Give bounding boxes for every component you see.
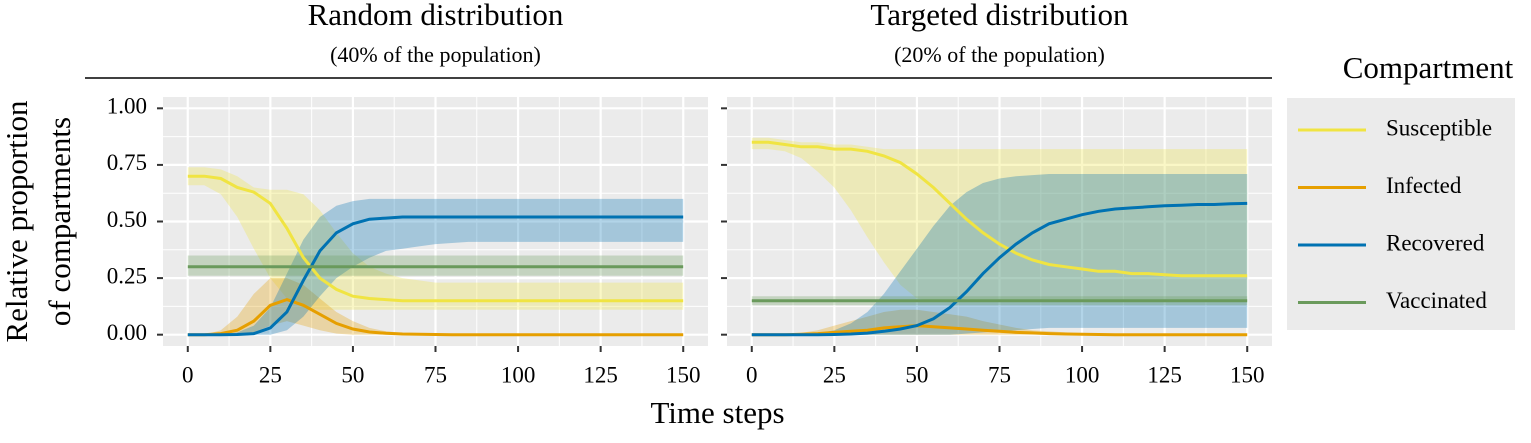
series-line [751,324,1248,337]
ribbon [751,174,1248,335]
x-tick-label: 0 [182,362,194,387]
facet-subtitle: (20% of the population) [894,42,1105,67]
y-axis-label: Relative proportion [0,100,34,342]
ribbon [751,137,1248,301]
legend-label: Recovered [1386,230,1485,255]
x-tick-label: 25 [259,362,282,387]
x-tick-label: 100 [1065,362,1100,387]
legend-box [1287,98,1515,330]
y-tick-label: 0.50 [107,207,147,232]
facet-title: Targeted distribution [870,0,1129,32]
x-tick-label: 25 [823,362,846,387]
y-axis-label: of compartments [42,117,77,326]
series-line [187,298,684,337]
ribbon [187,167,684,310]
x-tick-label: 150 [666,362,701,387]
series-line [751,201,1248,337]
x-tick-label: 50 [341,362,364,387]
x-axis-label: Time steps [650,395,784,430]
y-tick-label: 0.25 [107,263,147,288]
x-tick-label: 50 [905,362,928,387]
x-tick-label: 75 [988,362,1011,387]
x-tick-label: 100 [501,362,536,387]
series-line [751,140,1248,278]
x-tick-label: 75 [424,362,447,387]
x-tick-label: 150 [1230,362,1265,387]
legend-label: Susceptible [1386,115,1492,140]
x-tick-label: 0 [746,362,758,387]
facet-subtitle: (40% of the population) [330,42,541,67]
x-tick-label: 125 [583,362,618,387]
legend-label: Vaccinated [1386,288,1487,313]
x-tick-label: 125 [1147,362,1182,387]
ribbon [187,278,684,335]
y-tick-label: 1.00 [107,94,147,119]
series-line [187,174,684,303]
ribbon [187,198,684,335]
legend-label: Infected [1386,173,1462,198]
legend-title: Compartment [1343,50,1514,85]
series-line [187,215,684,337]
facet-title: Random distribution [308,0,564,32]
y-tick-label: 0.75 [107,150,147,175]
y-tick-label: 0.00 [107,320,147,345]
